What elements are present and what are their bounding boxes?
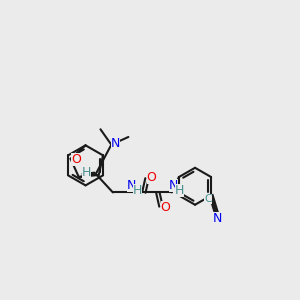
Text: N: N	[110, 136, 120, 150]
Text: C: C	[204, 194, 212, 204]
Text: O: O	[160, 201, 170, 214]
Text: H: H	[133, 184, 142, 196]
Text: N: N	[127, 179, 136, 192]
Text: H: H	[82, 166, 91, 179]
Text: O: O	[71, 153, 81, 166]
Text: O: O	[147, 170, 157, 184]
Text: H: H	[175, 184, 184, 196]
Text: N: N	[169, 179, 178, 192]
Text: N: N	[213, 212, 222, 225]
